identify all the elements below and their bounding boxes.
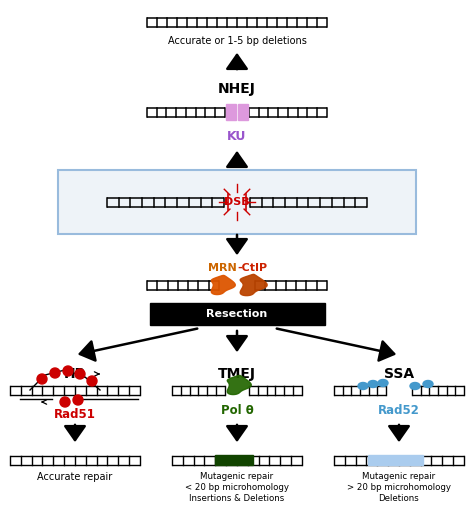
Text: Pol θ: Pol θ <box>220 404 254 417</box>
Circle shape <box>60 397 70 407</box>
Text: SSA: SSA <box>384 367 414 381</box>
Polygon shape <box>240 275 267 296</box>
Circle shape <box>73 395 83 405</box>
FancyBboxPatch shape <box>58 170 416 234</box>
Text: NHEJ: NHEJ <box>218 82 256 96</box>
Ellipse shape <box>423 380 433 387</box>
Text: Accurate or 1-5 bp deletions: Accurate or 1-5 bp deletions <box>168 36 306 46</box>
Polygon shape <box>211 276 235 295</box>
Ellipse shape <box>368 380 378 387</box>
Circle shape <box>63 366 73 376</box>
Text: Mutagenic repair
> 20 bp microhomology
Deletions: Mutagenic repair > 20 bp microhomology D… <box>347 472 451 503</box>
Text: Mutagenic repair
< 20 bp microhomology
Insertions & Deletions: Mutagenic repair < 20 bp microhomology I… <box>185 472 289 503</box>
Circle shape <box>87 376 97 386</box>
Bar <box>368 455 423 465</box>
Text: MRN: MRN <box>208 263 237 273</box>
Circle shape <box>75 369 85 379</box>
Ellipse shape <box>410 383 420 389</box>
Bar <box>238 104 248 120</box>
Bar <box>226 104 236 120</box>
Bar <box>215 455 253 465</box>
Text: HR: HR <box>64 367 86 381</box>
Text: KU: KU <box>228 130 246 143</box>
Polygon shape <box>228 375 251 395</box>
Ellipse shape <box>378 379 388 386</box>
Text: Accurate repair: Accurate repair <box>37 472 113 482</box>
Circle shape <box>37 374 47 384</box>
Circle shape <box>50 368 60 378</box>
Text: -CtIP: -CtIP <box>237 263 267 273</box>
Text: DSB: DSB <box>224 197 250 207</box>
Ellipse shape <box>358 383 368 389</box>
Text: Rad51: Rad51 <box>54 408 96 421</box>
Text: TMEJ: TMEJ <box>218 367 256 381</box>
Text: Rad52: Rad52 <box>378 404 420 417</box>
Bar <box>150 303 325 325</box>
Text: Resection: Resection <box>206 309 268 319</box>
